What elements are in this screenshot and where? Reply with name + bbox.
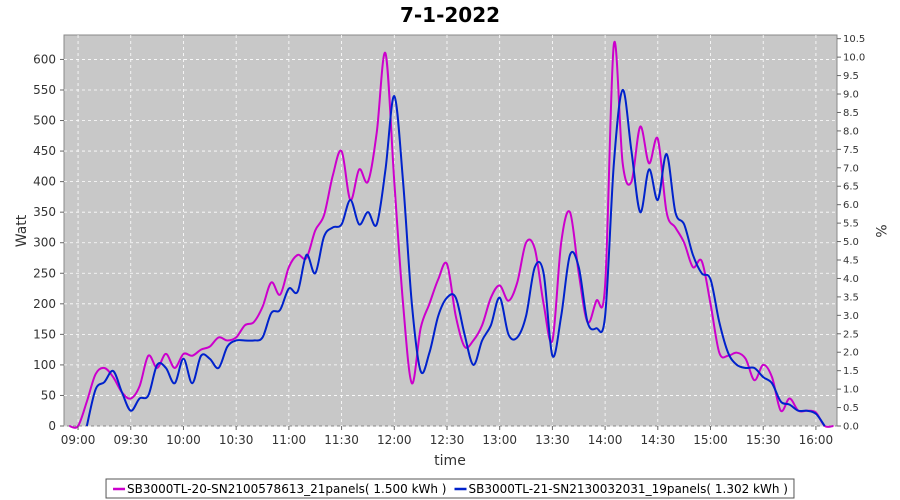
y-tick-label: 50 xyxy=(41,388,56,402)
x-axis: 09:00 09:30 10:00 10:30 11:00 11:30 12:00 12:30… xyxy=(61,426,833,447)
y2-tick-label: 1.0 xyxy=(843,385,859,396)
y-tick-label: 350 xyxy=(33,205,56,219)
y2-axis-label: % xyxy=(872,224,888,237)
series-layer xyxy=(69,40,834,429)
y-tick-label: 500 xyxy=(33,114,56,128)
y2-tick-label: 8.0 xyxy=(843,126,859,137)
x-tick-label: 16:00 xyxy=(799,433,834,447)
plot-area xyxy=(63,34,838,427)
chart-title: 7-1-2022 xyxy=(400,3,500,27)
y-tick-label: 200 xyxy=(33,297,56,311)
x-tick-label: 13:30 xyxy=(535,433,570,447)
y2-tick-label: 3.5 xyxy=(843,292,859,303)
y2-tick-label: 0.5 xyxy=(843,403,859,414)
y-axis-label: Watt xyxy=(14,214,30,247)
y2-tick-label: 4.0 xyxy=(843,274,859,285)
y2-tick-label: 2.0 xyxy=(843,348,859,359)
y2-tick-label: 1.5 xyxy=(843,366,859,377)
y2-tick-label: 6.5 xyxy=(843,182,859,193)
x-tick-label: 11:00 xyxy=(272,433,307,447)
y2-tick-label: 9.0 xyxy=(843,90,859,101)
x-axis-label: time xyxy=(434,453,466,469)
y2-tick-label: 5.0 xyxy=(843,237,859,248)
x-tick-label: 14:30 xyxy=(641,433,676,447)
legend-label-2: SB3000TL-21-SN2130032031_19panels( 1.302… xyxy=(469,482,788,496)
series-line-2 xyxy=(85,88,826,427)
y2-tick-label: 0.0 xyxy=(843,422,859,433)
y2-tick-label: 6.0 xyxy=(843,200,859,211)
x-tick-label: 09:30 xyxy=(113,433,148,447)
y-tick-label: 600 xyxy=(33,52,56,66)
y-tick-label: 250 xyxy=(33,266,56,280)
y-tick-label: 300 xyxy=(33,236,56,250)
series-line-1 xyxy=(69,40,834,429)
legend-box xyxy=(105,478,795,499)
y-tick-label: 550 xyxy=(33,83,56,97)
y2-tick-label: 10.0 xyxy=(843,53,865,64)
gridlines xyxy=(64,35,837,427)
x-tick-label: 14:00 xyxy=(588,433,623,447)
y-tick-label: 450 xyxy=(33,144,56,158)
y2-tick-label: 7.0 xyxy=(843,163,859,174)
legend: SB3000TL-20-SN2100578613_21panels( 1.500… xyxy=(105,478,795,499)
x-tick-label: 15:00 xyxy=(693,433,728,447)
y2-tick-label: 9.5 xyxy=(843,71,859,82)
y2-tick-label: 7.5 xyxy=(843,145,859,156)
y2-tick-label: 4.5 xyxy=(843,256,859,267)
x-tick-label: 10:00 xyxy=(166,433,201,447)
y2-tick-label: 8.5 xyxy=(843,108,859,119)
y2-tick-label: 3.0 xyxy=(843,311,859,322)
x-tick-label: 11:30 xyxy=(324,433,359,447)
x-tick-label: 13:00 xyxy=(482,433,517,447)
y-axis-left: 0 50 100 150 200 250 300 350 400 450 500 550 600 xyxy=(33,52,64,433)
y-tick-label: 100 xyxy=(33,358,56,372)
x-tick-label: 15:30 xyxy=(746,433,781,447)
y2-tick-label: 2.5 xyxy=(843,329,859,340)
x-tick-label: 12:30 xyxy=(430,433,465,447)
y2-tick-label: 5.5 xyxy=(843,219,859,230)
y-tick-label: 150 xyxy=(33,327,56,341)
y-axis-right: 0.0 0.5 1.0 1.5 2.0 2.5 3.0 3.5 4.0 4.5 5.0 5.5 6.0 6… xyxy=(837,34,865,433)
x-tick-label: 10:30 xyxy=(219,433,254,447)
x-tick-label: 12:00 xyxy=(377,433,412,447)
y-tick-label: 0 xyxy=(48,419,56,433)
legend-label-1: SB3000TL-20-SN2100578613_21panels( 1.500… xyxy=(127,482,446,496)
y2-tick-label: 10.5 xyxy=(843,34,865,45)
x-tick-label: 09:00 xyxy=(61,433,96,447)
y-tick-label: 400 xyxy=(33,175,56,189)
